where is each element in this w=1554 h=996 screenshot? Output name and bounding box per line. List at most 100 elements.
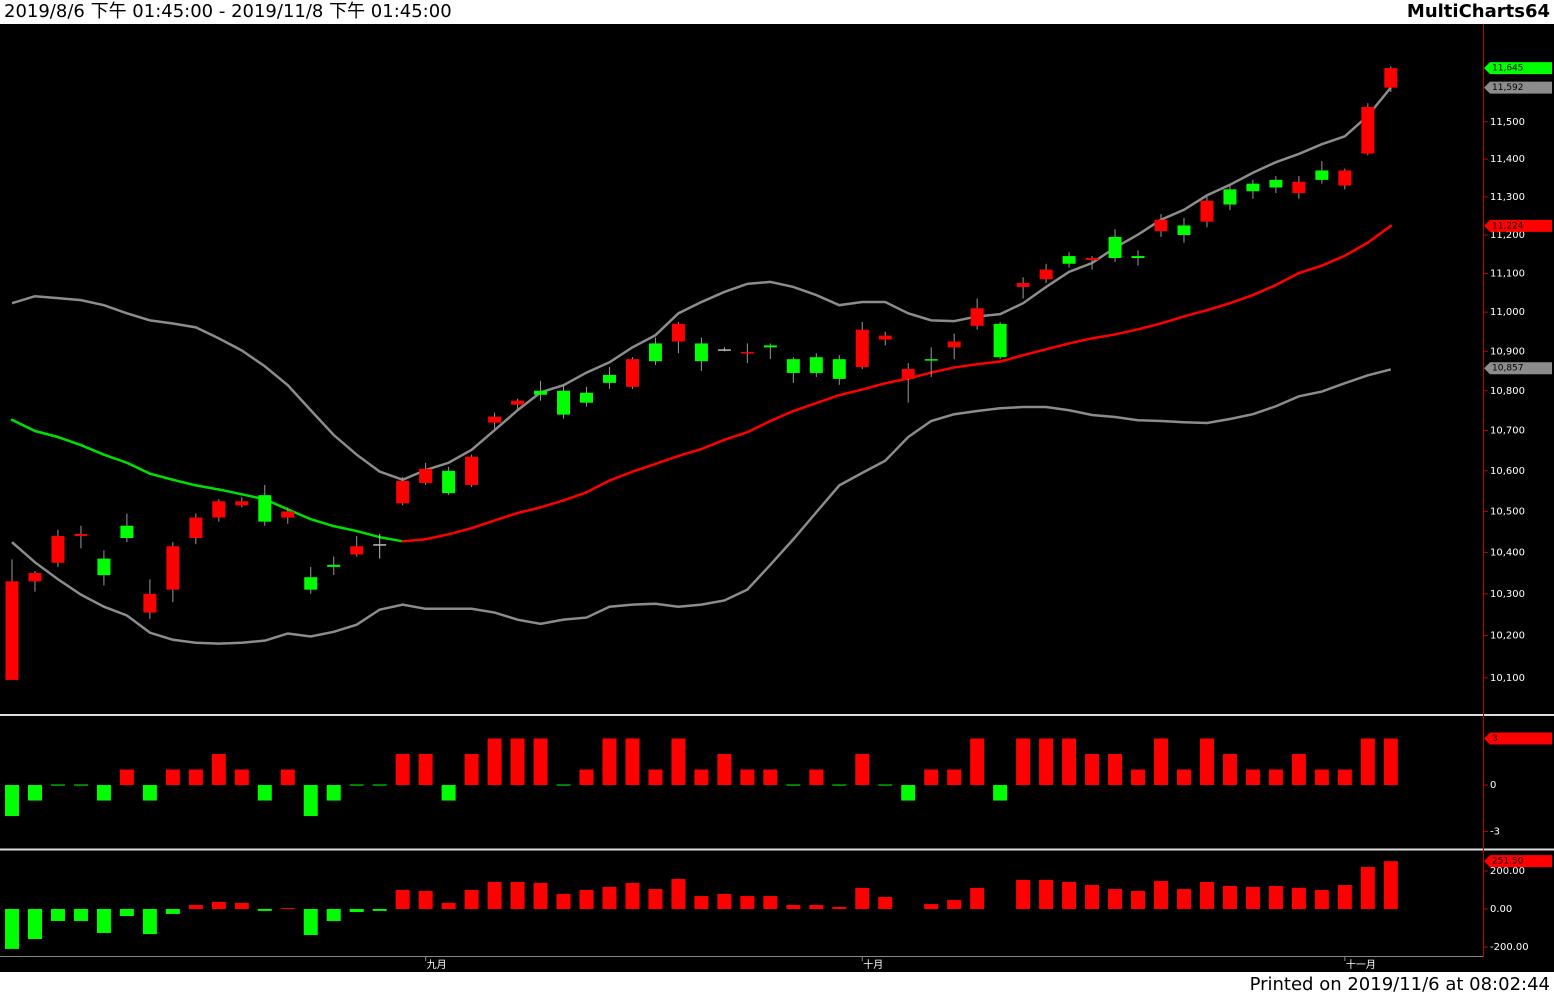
- bar: [418, 890, 433, 909]
- bar: [1016, 879, 1031, 909]
- band-line: [11, 368, 1392, 645]
- average-line: [539, 499, 565, 509]
- footer: Printed on 2019/11/6 at 08:02:44: [1250, 974, 1550, 995]
- average-line: [929, 366, 956, 374]
- bar: [234, 769, 249, 786]
- average-line: [125, 461, 152, 475]
- price-label: 3: [1492, 734, 1498, 744]
- candle-body: [212, 501, 226, 518]
- average-line: [217, 488, 244, 496]
- average-line: [838, 388, 864, 397]
- average-line: [1159, 315, 1186, 325]
- average-line: [148, 472, 175, 481]
- average-line: [286, 508, 312, 521]
- average-line: [1274, 271, 1301, 287]
- candle-body: [740, 352, 754, 354]
- candle-body: [1292, 181, 1306, 194]
- bar: [1062, 738, 1077, 786]
- bar: [1108, 889, 1123, 909]
- average-line: [700, 438, 726, 451]
- bar: [1360, 738, 1375, 786]
- candle-body: [304, 577, 318, 590]
- bar: [142, 785, 157, 801]
- bar: [901, 785, 916, 801]
- y-tick-label: 10,100: [1490, 673, 1525, 684]
- average-line: [1228, 293, 1255, 305]
- bar: [280, 769, 295, 786]
- bar: [487, 738, 502, 786]
- y-tick-label: 10,800: [1490, 386, 1525, 397]
- average-line: [815, 393, 841, 405]
- y-tick-label: -200.00: [1490, 942, 1529, 953]
- y-tick-label: 10,600: [1490, 466, 1525, 477]
- bar: [1314, 769, 1329, 786]
- price-label-box: [1484, 855, 1552, 868]
- bar: [464, 754, 479, 786]
- bar: [625, 738, 640, 786]
- average-line: [1297, 264, 1324, 275]
- bar: [533, 738, 548, 786]
- bar: [211, 901, 226, 909]
- average-line: [56, 435, 83, 447]
- candle-body: [442, 470, 456, 494]
- candle-body: [5, 581, 19, 680]
- y-tick-label: 11,500: [1490, 117, 1525, 128]
- candle-body: [28, 573, 42, 582]
- bar: [809, 904, 824, 909]
- bar: [5, 785, 19, 817]
- bar: [303, 785, 318, 817]
- x-tick-label: 九月: [427, 959, 447, 971]
- average-line: [424, 533, 450, 541]
- bar: [5, 908, 19, 949]
- average-line: [1366, 224, 1393, 244]
- bar: [533, 882, 548, 909]
- bar: [602, 886, 617, 909]
- bar: [119, 769, 134, 786]
- bar: [1314, 889, 1329, 909]
- y-tick-label: 11,400: [1490, 154, 1525, 165]
- candle-body: [786, 359, 800, 373]
- bar: [142, 908, 157, 935]
- average-line: [1251, 283, 1278, 297]
- bar: [50, 908, 65, 921]
- bar: [648, 889, 663, 909]
- bar: [1199, 881, 1214, 909]
- candle-body: [832, 359, 846, 379]
- bar: [993, 785, 1008, 801]
- bar: [671, 738, 686, 786]
- bar: [510, 738, 525, 786]
- candle-body: [694, 343, 708, 362]
- candle-body: [1016, 283, 1030, 287]
- bar: [1245, 769, 1260, 786]
- average-line: [33, 429, 60, 439]
- bar: [96, 785, 111, 801]
- candle-body: [97, 558, 111, 576]
- candle-body: [1315, 170, 1329, 180]
- bar: [1085, 754, 1100, 786]
- bar: [924, 769, 939, 786]
- candle-body: [1177, 225, 1191, 235]
- y-tick-label: 10,700: [1490, 426, 1525, 437]
- candle-body: [189, 517, 203, 539]
- candle-body: [1062, 256, 1076, 264]
- bar: [970, 887, 985, 909]
- average-line: [1136, 322, 1163, 331]
- bar: [763, 896, 778, 909]
- average-line: [102, 453, 129, 465]
- bar: [441, 785, 456, 801]
- average-line: [654, 454, 680, 466]
- average-line: [1021, 348, 1048, 357]
- price-label-box: [1484, 219, 1552, 232]
- candle-body: [1269, 179, 1283, 188]
- candle-body: [763, 345, 777, 348]
- app-name: MultiCharts64: [1407, 1, 1550, 22]
- bar: [947, 769, 962, 786]
- candle-body: [878, 335, 892, 340]
- bar: [947, 900, 962, 909]
- candle-body: [235, 501, 249, 506]
- bar: [27, 785, 42, 801]
- price-label: 11,645: [1492, 64, 1524, 74]
- bar: [1108, 754, 1123, 786]
- average-line: [332, 524, 358, 533]
